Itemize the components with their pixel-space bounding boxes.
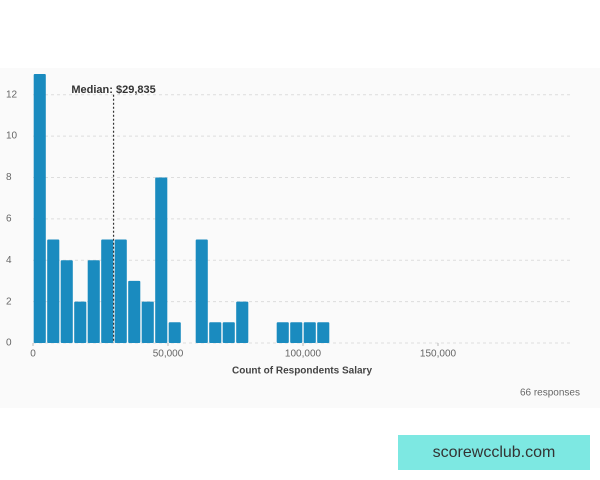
y-tick-label: 4 xyxy=(6,255,12,266)
bar xyxy=(47,239,60,343)
x-tick-label: 0 xyxy=(30,349,36,360)
chart-background xyxy=(0,68,600,408)
watermark-box xyxy=(398,435,590,470)
y-tick-label: 12 xyxy=(6,89,18,100)
bar xyxy=(317,322,330,343)
y-tick-label: 10 xyxy=(6,131,18,142)
bar xyxy=(128,280,141,343)
bar xyxy=(141,301,154,343)
bar xyxy=(222,322,235,343)
y-tick-label: 2 xyxy=(6,296,12,307)
bar xyxy=(101,239,114,343)
bar xyxy=(168,322,181,343)
bar xyxy=(209,322,222,343)
bar xyxy=(195,239,208,343)
bar xyxy=(60,260,73,343)
bar xyxy=(87,260,100,343)
x-tick-label: 100,000 xyxy=(285,349,322,360)
bar xyxy=(74,301,87,343)
y-tick-label: 8 xyxy=(6,172,12,183)
bar xyxy=(236,301,249,343)
x-tick-label: 150,000 xyxy=(420,349,457,360)
median-label: Median: $29,835 xyxy=(71,84,155,96)
x-axis-label: Count of Respondents Salary xyxy=(232,366,372,377)
bar xyxy=(276,322,289,343)
y-tick-label: 6 xyxy=(6,213,12,224)
bar xyxy=(303,322,316,343)
footnote: 66 responses xyxy=(520,388,580,399)
bar xyxy=(290,322,303,343)
bar xyxy=(33,74,46,343)
bar xyxy=(155,177,168,343)
bar xyxy=(114,239,127,343)
y-tick-label: 0 xyxy=(6,338,12,349)
watermark: scorewcclub.com xyxy=(433,444,556,461)
x-tick-label: 50,000 xyxy=(153,349,184,360)
